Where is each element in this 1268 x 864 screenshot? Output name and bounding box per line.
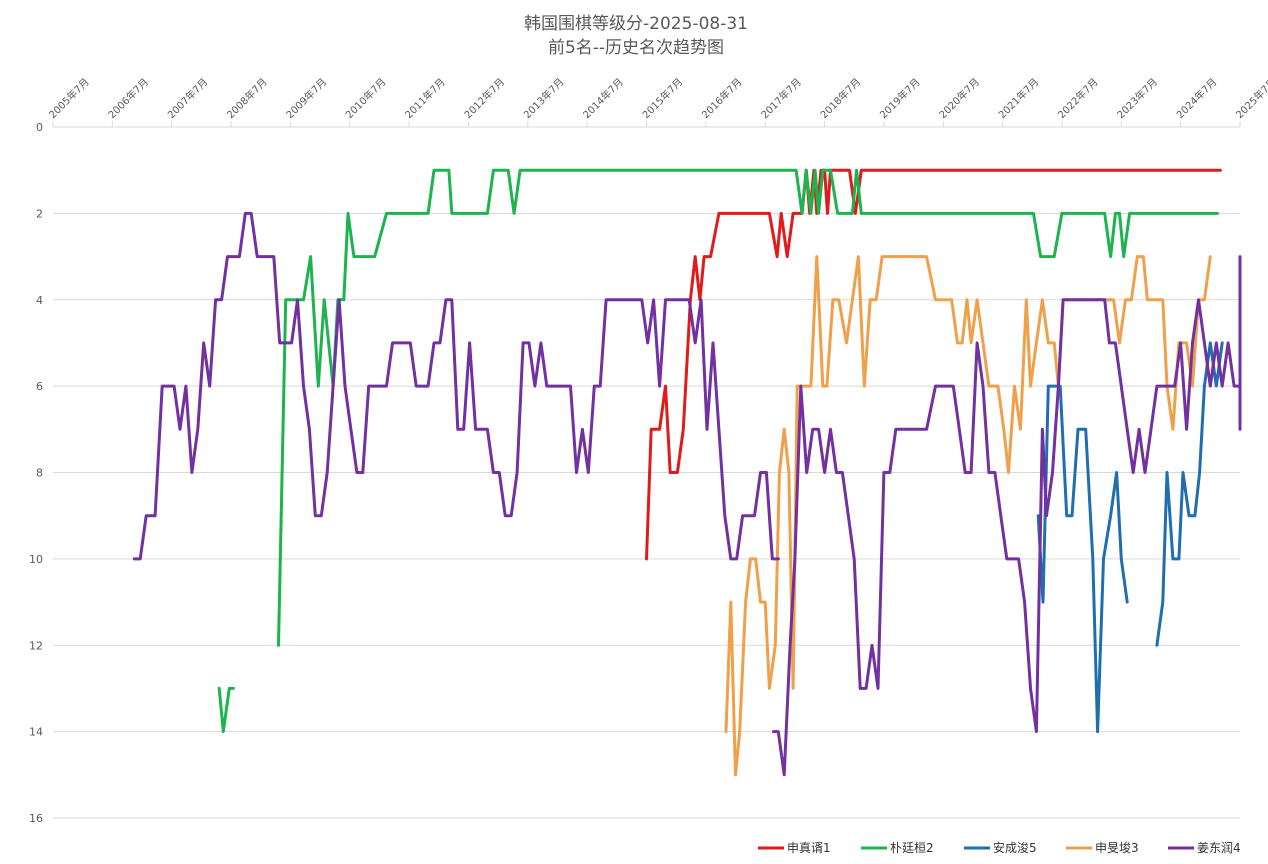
x-tick-label: 2005年7月 — [46, 75, 92, 121]
x-tick-label: 2022年7月 — [1055, 75, 1101, 121]
chart-title-line-2: 前5名--历史名次趋势图 — [548, 38, 724, 58]
y-tick-label: 2 — [36, 207, 43, 220]
series-line-3 — [724, 255, 1212, 777]
y-axis-ticks: 0 2 4 6 8 10 12 14 16 — [29, 121, 43, 825]
legend-label: 安成浚5 — [993, 840, 1037, 855]
y-tick-label: 0 — [36, 121, 43, 134]
legend-label: 申真谞1 — [787, 841, 831, 855]
x-tick-label: 2018年7月 — [817, 75, 863, 121]
series-lines — [132, 168, 1242, 777]
legend-label: 申旻埈3 — [1095, 840, 1139, 855]
series-line-4 — [132, 211, 1242, 777]
x-tick-label: 2015年7月 — [639, 75, 685, 121]
series-line-2 — [1036, 341, 1224, 734]
legend-label: 朴廷桓2 — [890, 840, 934, 855]
y-tick-label: 8 — [36, 467, 43, 480]
y-tick-label: 16 — [29, 812, 43, 825]
chart-title-line-1: 韩国围棋等级分-2025-08-31 — [524, 14, 748, 34]
x-tick-label: 2006年7月 — [105, 75, 151, 121]
x-tick-label: 2021年7月 — [996, 75, 1042, 121]
x-tick-label: 2024年7月 — [1174, 75, 1220, 121]
series-line-1 — [217, 168, 1219, 734]
x-tick-label: 2023年7月 — [1114, 75, 1160, 121]
legend: 申真谞1 朴廷桓2 安成浚5 申旻埈3 姜东润4 — [758, 840, 1241, 855]
x-tick-label: 2013年7月 — [521, 75, 567, 121]
series-line-0 — [645, 168, 1222, 561]
y-tick-label: 12 — [29, 639, 43, 652]
y-tick-label: 4 — [36, 294, 43, 307]
gridlines — [53, 126, 1240, 819]
x-tick-label: 2016年7月 — [699, 75, 745, 121]
x-tick-label: 2017年7月 — [758, 75, 804, 121]
y-tick-label: 10 — [29, 553, 43, 566]
x-tick-label: 2025年7月 — [1233, 75, 1268, 121]
x-tick-label: 2019年7月 — [877, 75, 923, 121]
x-tick-label: 2007年7月 — [165, 75, 211, 121]
x-tick-label: 2010年7月 — [343, 75, 389, 121]
y-tick-label: 14 — [29, 726, 43, 739]
x-axis-ticks: 2005年7月 2006年7月 2007年7月 2008年7月 2009年7月 2010年… — [46, 75, 1268, 127]
x-tick-label: 2020年7月 — [936, 75, 982, 121]
x-tick-label: 2009年7月 — [283, 75, 329, 121]
x-tick-label: 2011年7月 — [402, 75, 448, 121]
x-tick-label: 2014年7月 — [580, 75, 626, 121]
y-tick-label: 6 — [36, 380, 43, 393]
x-tick-label: 2012年7月 — [461, 75, 507, 121]
x-tick-label: 2008年7月 — [224, 75, 270, 121]
legend-label: 姜东润4 — [1197, 841, 1241, 855]
